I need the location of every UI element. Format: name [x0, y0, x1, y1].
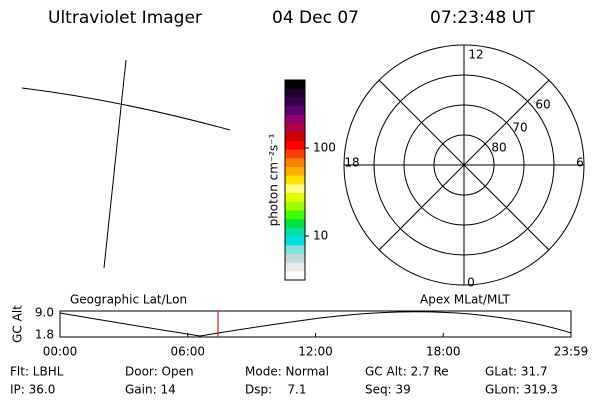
color-step: [285, 123, 305, 133]
lat-ring-label: 70: [512, 121, 527, 135]
cbar-tick-label: 10: [313, 229, 328, 243]
color-step: [285, 114, 305, 124]
x-tick-label: 18:00: [426, 345, 461, 359]
x-tick-label: 00:00: [43, 345, 78, 359]
info-field: IP: 36.0: [10, 383, 55, 397]
altitude-curve: [59, 311, 572, 337]
info-field: GLat: 31.7: [485, 365, 548, 379]
color-step: [285, 210, 305, 220]
color-step: [285, 149, 305, 159]
geo-panel: [21, 59, 231, 269]
time: 07:23:48 UT: [430, 8, 535, 28]
date: 04 Dec 07: [272, 8, 359, 28]
timeline-ytick: 9.0: [35, 306, 54, 320]
color-step: [285, 219, 305, 229]
color-step: [285, 262, 305, 272]
color-step: [285, 80, 305, 90]
colorbar-frame: [284, 79, 306, 281]
info-field: Mode: Normal: [245, 365, 329, 379]
color-step: [285, 245, 305, 255]
mlt-label: 18: [344, 156, 359, 170]
timeline-xticks: 00:00 06:00 12:00 18:00 23:59: [43, 333, 589, 359]
info-field: Seq: 39: [365, 383, 411, 397]
color-step: [285, 106, 305, 116]
status-info: Flt: LBHL Door: Open Mode: Normal GC Alt: 2…: [10, 365, 558, 397]
x-tick-label: 12:00: [298, 345, 333, 359]
lon-line: [103, 59, 127, 269]
color-step: [285, 140, 305, 151]
color-step: [285, 271, 305, 281]
timeline-right-title: Apex MLat/MLT: [420, 293, 510, 307]
x-tick-label: 23:59: [554, 345, 589, 359]
color-step: [285, 253, 305, 264]
lat-ring-label: 80: [491, 141, 506, 155]
mlt-label: 12: [468, 48, 483, 62]
info-field: Door: Open: [125, 365, 194, 379]
mlt-label: 6: [576, 156, 584, 170]
polar-grid: [343, 44, 585, 286]
colorbar: [284, 79, 306, 281]
lat-ring-label: 60: [535, 98, 550, 112]
color-step: [285, 193, 305, 203]
color-step: [285, 201, 305, 211]
colorbar-label: photon cm⁻²s⁻¹: [267, 133, 281, 226]
info-field: Gain: 14: [125, 383, 176, 397]
x-tick-label: 06:00: [170, 345, 205, 359]
color-step: [285, 236, 305, 246]
timeline-left-title: Geographic Lat/Lon: [70, 293, 187, 307]
lat-line: [21, 87, 231, 131]
timeline-ytick: 1.8: [35, 328, 54, 342]
info-field: GLon: 319.3: [485, 383, 558, 397]
info-field: Dsp: 7.1: [245, 383, 307, 397]
color-step: [285, 184, 305, 194]
color-step: [285, 175, 305, 185]
mlt-label: 0: [467, 276, 475, 290]
color-step: [285, 227, 305, 238]
color-step: [285, 88, 305, 98]
info-field: Flt: LBHL: [10, 365, 64, 379]
timeline-ylabel: GC Alt: [11, 305, 25, 343]
instrument: Ultraviolet Imager: [48, 8, 202, 28]
color-step: [285, 158, 305, 168]
color-step: [285, 132, 305, 142]
cbar-tick-label: 100: [313, 141, 336, 155]
spoke: [378, 79, 550, 251]
info-field: GC Alt: 2.7 Re: [365, 365, 449, 379]
color-step: [285, 166, 305, 177]
color-step: [285, 97, 305, 107]
